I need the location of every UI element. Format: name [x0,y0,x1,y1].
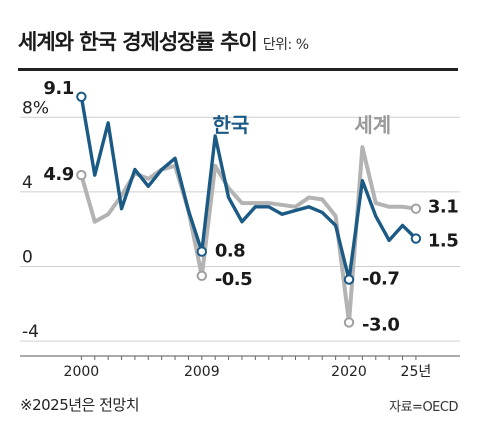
y-tick-label-0: 8% [22,98,49,118]
data-label-1: 4.9 [43,164,73,185]
data-label-4: -0.7 [362,269,399,290]
data-label-0: 9.1 [43,78,73,99]
y-tick-label-3: -4 [22,322,39,342]
x-tick-label-2: 2020 [331,364,367,380]
chart-title: 세계와 한국 경제성장률 추이 [18,30,258,54]
y-tick-label-2: 0 [22,247,33,267]
marker-4 [343,274,355,285]
data-labels: 9.1 4.9 0.8 -0.5 -0.7 -3.0 3.1 1.5 [43,78,458,336]
forecast-footnote: ※2025년은 전망치 [20,396,140,414]
data-label-2: 0.8 [215,241,245,262]
unit-label: 단위: % [262,37,309,53]
series-line-world [79,145,418,325]
source-note: 자료=OECD [389,400,458,415]
series-line-korea [79,95,418,282]
y-tick-labels: 8% 4 0 -4 [22,98,49,342]
y-tick-label-1: 4 [22,173,33,193]
data-label-5: -3.0 [362,314,399,335]
data-label-6: 3.1 [428,197,458,218]
marker-1 [76,169,87,181]
title-divider [18,68,458,71]
marker-0 [76,91,87,102]
marker-2 [196,246,208,257]
marker-3 [196,270,208,282]
series-name-labels: 한국 세계 [213,113,392,137]
marker-6 [410,203,422,214]
marker-5 [343,317,355,328]
series-name-world: 세계 [354,113,391,137]
series-lines [79,95,418,325]
title-row: 세계와 한국 경제성장률 추이 단위: % [18,26,309,56]
marker-points [76,91,422,328]
x-tick-label-0: 2000 [64,364,100,380]
x-axis: 2000 2009 2020 25년 [20,355,460,380]
data-label-7: 1.5 [428,231,458,252]
x-tick-label-3: 25년 [401,364,432,380]
x-tick-label-1: 2009 [184,364,220,380]
data-label-3: -0.5 [215,269,252,290]
gridlines [20,116,460,342]
series-name-korea: 한국 [213,113,250,137]
marker-7 [410,233,422,244]
